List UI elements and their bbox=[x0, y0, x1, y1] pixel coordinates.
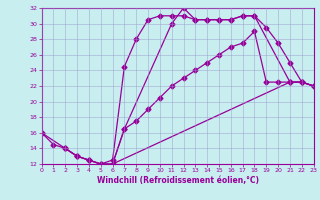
X-axis label: Windchill (Refroidissement éolien,°C): Windchill (Refroidissement éolien,°C) bbox=[97, 176, 259, 185]
